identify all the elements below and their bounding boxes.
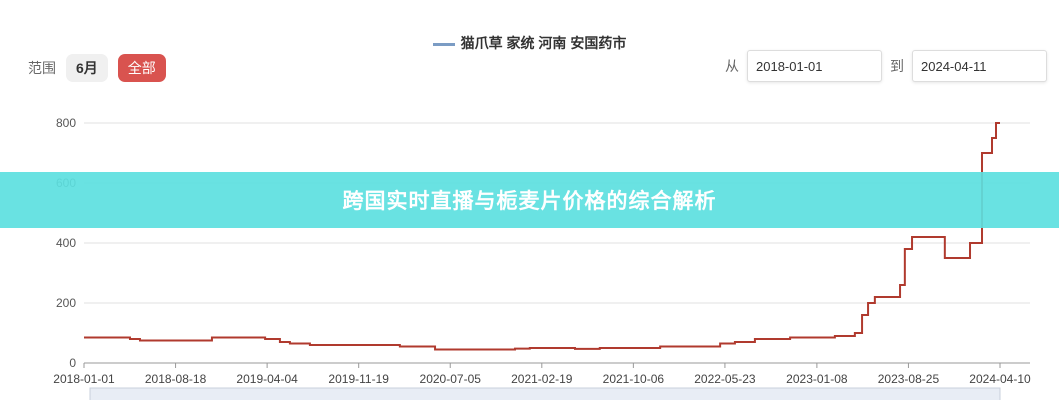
x-tick-label: 2023-01-08 [786,372,848,386]
y-tick-label: 0 [69,356,76,370]
price-series-line [84,122,1000,351]
range-6m-button[interactable]: 6月 [66,54,108,82]
legend-label: 猫爪草 家统 河南 安国药市 [460,35,627,51]
x-tick-label: 2021-10-06 [603,372,665,386]
x-tick-label: 2021-02-19 [511,372,573,386]
legend-swatch [432,42,455,46]
chart-legend[interactable]: 猫爪草 家统 河南 安国药市 [0,33,1059,53]
to-date-input[interactable] [912,50,1047,82]
from-label: 从 [725,58,739,74]
x-tick-label: 2020-07-05 [420,372,482,386]
x-tick-label: 2019-11-19 [328,372,389,386]
from-date-input[interactable] [747,50,882,82]
y-tick-label: 400 [56,236,76,250]
x-tick-label: 2023-08-25 [878,372,940,386]
y-tick-label: 800 [56,116,76,130]
banner-text: 跨国实时直播与栀麦片价格的综合解析 [342,190,717,213]
title-banner: 跨国实时直播与栀麦片价格的综合解析 [0,172,1059,228]
date-range: 从 到 [725,50,1047,82]
x-tick-label: 2019-04-04 [236,372,298,386]
range-label: 范围 [28,60,56,76]
x-tick-label: 2018-01-01 [53,372,115,386]
x-tick-label: 2022-05-23 [694,372,756,386]
range-all-button[interactable]: 全部 [117,54,166,82]
y-tick-label: 200 [56,296,76,310]
x-tick-label: 2024-04-10 [969,372,1031,386]
range-selector: 范围 6月 全部 [28,54,166,82]
x-tick-label: 2018-08-18 [145,372,207,386]
to-label: 到 [890,58,904,74]
datazoom-slider[interactable] [89,387,1001,400]
